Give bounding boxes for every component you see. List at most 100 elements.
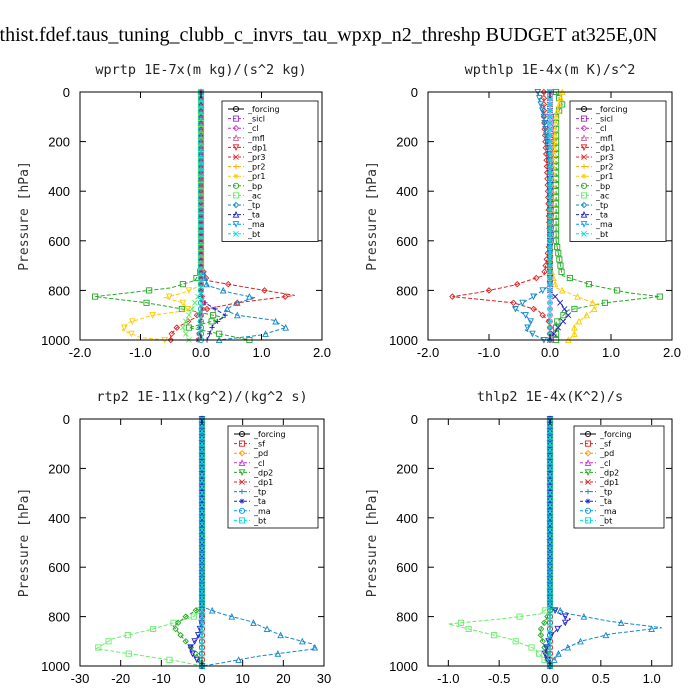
legend-entry: _tp: [580, 488, 612, 497]
data-point: [199, 477, 205, 484]
data-point: [554, 106, 561, 114]
page-title: lthist.fdef.taus_tuning_clubb_c_invrs_ta…: [0, 24, 658, 46]
data-point: [617, 619, 625, 626]
y-axis-label: Pressure [hPa]: [17, 488, 32, 598]
legend-entry: _bp: [228, 182, 262, 191]
data-point: [547, 638, 553, 645]
data-point: [560, 312, 567, 319]
data-point: [546, 465, 554, 473]
data-point: [199, 484, 205, 490]
data-point: [552, 119, 560, 127]
data-point: [541, 644, 548, 651]
data-point: [198, 225, 204, 231]
chart-title: wprtp 1E-7x(m kg)/(s^2 kg): [95, 62, 306, 78]
x-tick-label: 10: [235, 671, 249, 686]
data-point: [555, 650, 562, 657]
data-point: [547, 132, 553, 138]
series-line: [549, 91, 600, 341]
data-point: [547, 471, 553, 478]
data-point: [547, 306, 553, 312]
legend-label: _pr2: [247, 163, 265, 172]
data-point: [199, 459, 205, 466]
data-point: [551, 607, 559, 615]
data-point: [547, 576, 553, 583]
series-pr1: [121, 88, 205, 344]
data-point: [235, 656, 242, 663]
legend-entry: _ma: [228, 220, 265, 229]
data-point: [197, 132, 205, 139]
data-point: [565, 312, 572, 319]
data-point: [553, 237, 560, 244]
data-point: [547, 613, 553, 620]
data-point: [199, 601, 205, 608]
data-point: [522, 312, 529, 319]
data-point: [551, 137, 558, 145]
data-point: [298, 637, 306, 645]
data-point: [547, 650, 553, 657]
data-point: [541, 268, 548, 276]
data-point: [547, 496, 553, 503]
data-point: [199, 576, 205, 583]
data-point: [199, 545, 205, 552]
data-point: [199, 434, 205, 441]
data-point: [555, 100, 563, 108]
data-point: [199, 613, 205, 620]
series-dp1: [448, 415, 554, 670]
data-point: [185, 312, 192, 319]
data-point: [557, 299, 564, 306]
data-point: [92, 293, 99, 300]
data-point: [182, 318, 189, 325]
data-point: [203, 280, 210, 288]
data-point: [199, 306, 206, 312]
data-point: [547, 163, 553, 169]
data-point: [547, 275, 553, 281]
legend-marker: [232, 210, 240, 218]
data-point: [182, 330, 189, 337]
series-line: [448, 419, 551, 667]
legend-entry: _ma: [580, 507, 617, 516]
data-point: [203, 305, 211, 313]
data-point: [165, 293, 173, 301]
legend-entry: _ac: [228, 191, 261, 200]
data-point: [197, 169, 205, 176]
data-point: [199, 632, 205, 639]
data-point: [197, 262, 205, 269]
x-tick-label: -30: [71, 671, 90, 686]
data-point: [547, 564, 553, 571]
legend-label: _sicl: [247, 115, 265, 124]
legend-label: _pd: [253, 449, 268, 458]
legend-box: [573, 425, 665, 529]
data-point: [547, 232, 553, 238]
data-point: [533, 274, 540, 282]
data-point: [208, 318, 215, 325]
data-point: [199, 508, 205, 515]
legend-entry: _mfl: [576, 134, 613, 143]
data-point: [124, 632, 131, 639]
data-point: [198, 483, 206, 491]
data-point: [197, 175, 205, 182]
data-point: [198, 446, 206, 454]
data-point: [199, 582, 205, 589]
data-point: [179, 281, 186, 288]
data-point: [557, 94, 565, 102]
series-dp1: [94, 415, 206, 670]
legend-entry: _sf: [234, 440, 265, 449]
data-point: [197, 305, 205, 313]
legend-entry: _pr2: [576, 163, 613, 172]
data-point: [173, 324, 181, 331]
data-point: [561, 613, 569, 621]
legend-entry: _pr1: [228, 172, 265, 181]
data-point: [583, 311, 590, 319]
data-point: [199, 527, 205, 534]
data-point: [182, 613, 189, 620]
data-point: [199, 294, 206, 300]
legend-entry: _dp1: [228, 143, 267, 152]
legend-label: _pd: [599, 449, 614, 458]
legend-label: _mfl: [595, 134, 613, 143]
data-point: [546, 471, 554, 479]
series-line: [94, 419, 203, 667]
data-point: [542, 262, 549, 269]
legend-marker: [232, 201, 240, 209]
legend-entry: _pr3: [576, 153, 613, 162]
data-point: [547, 533, 553, 540]
